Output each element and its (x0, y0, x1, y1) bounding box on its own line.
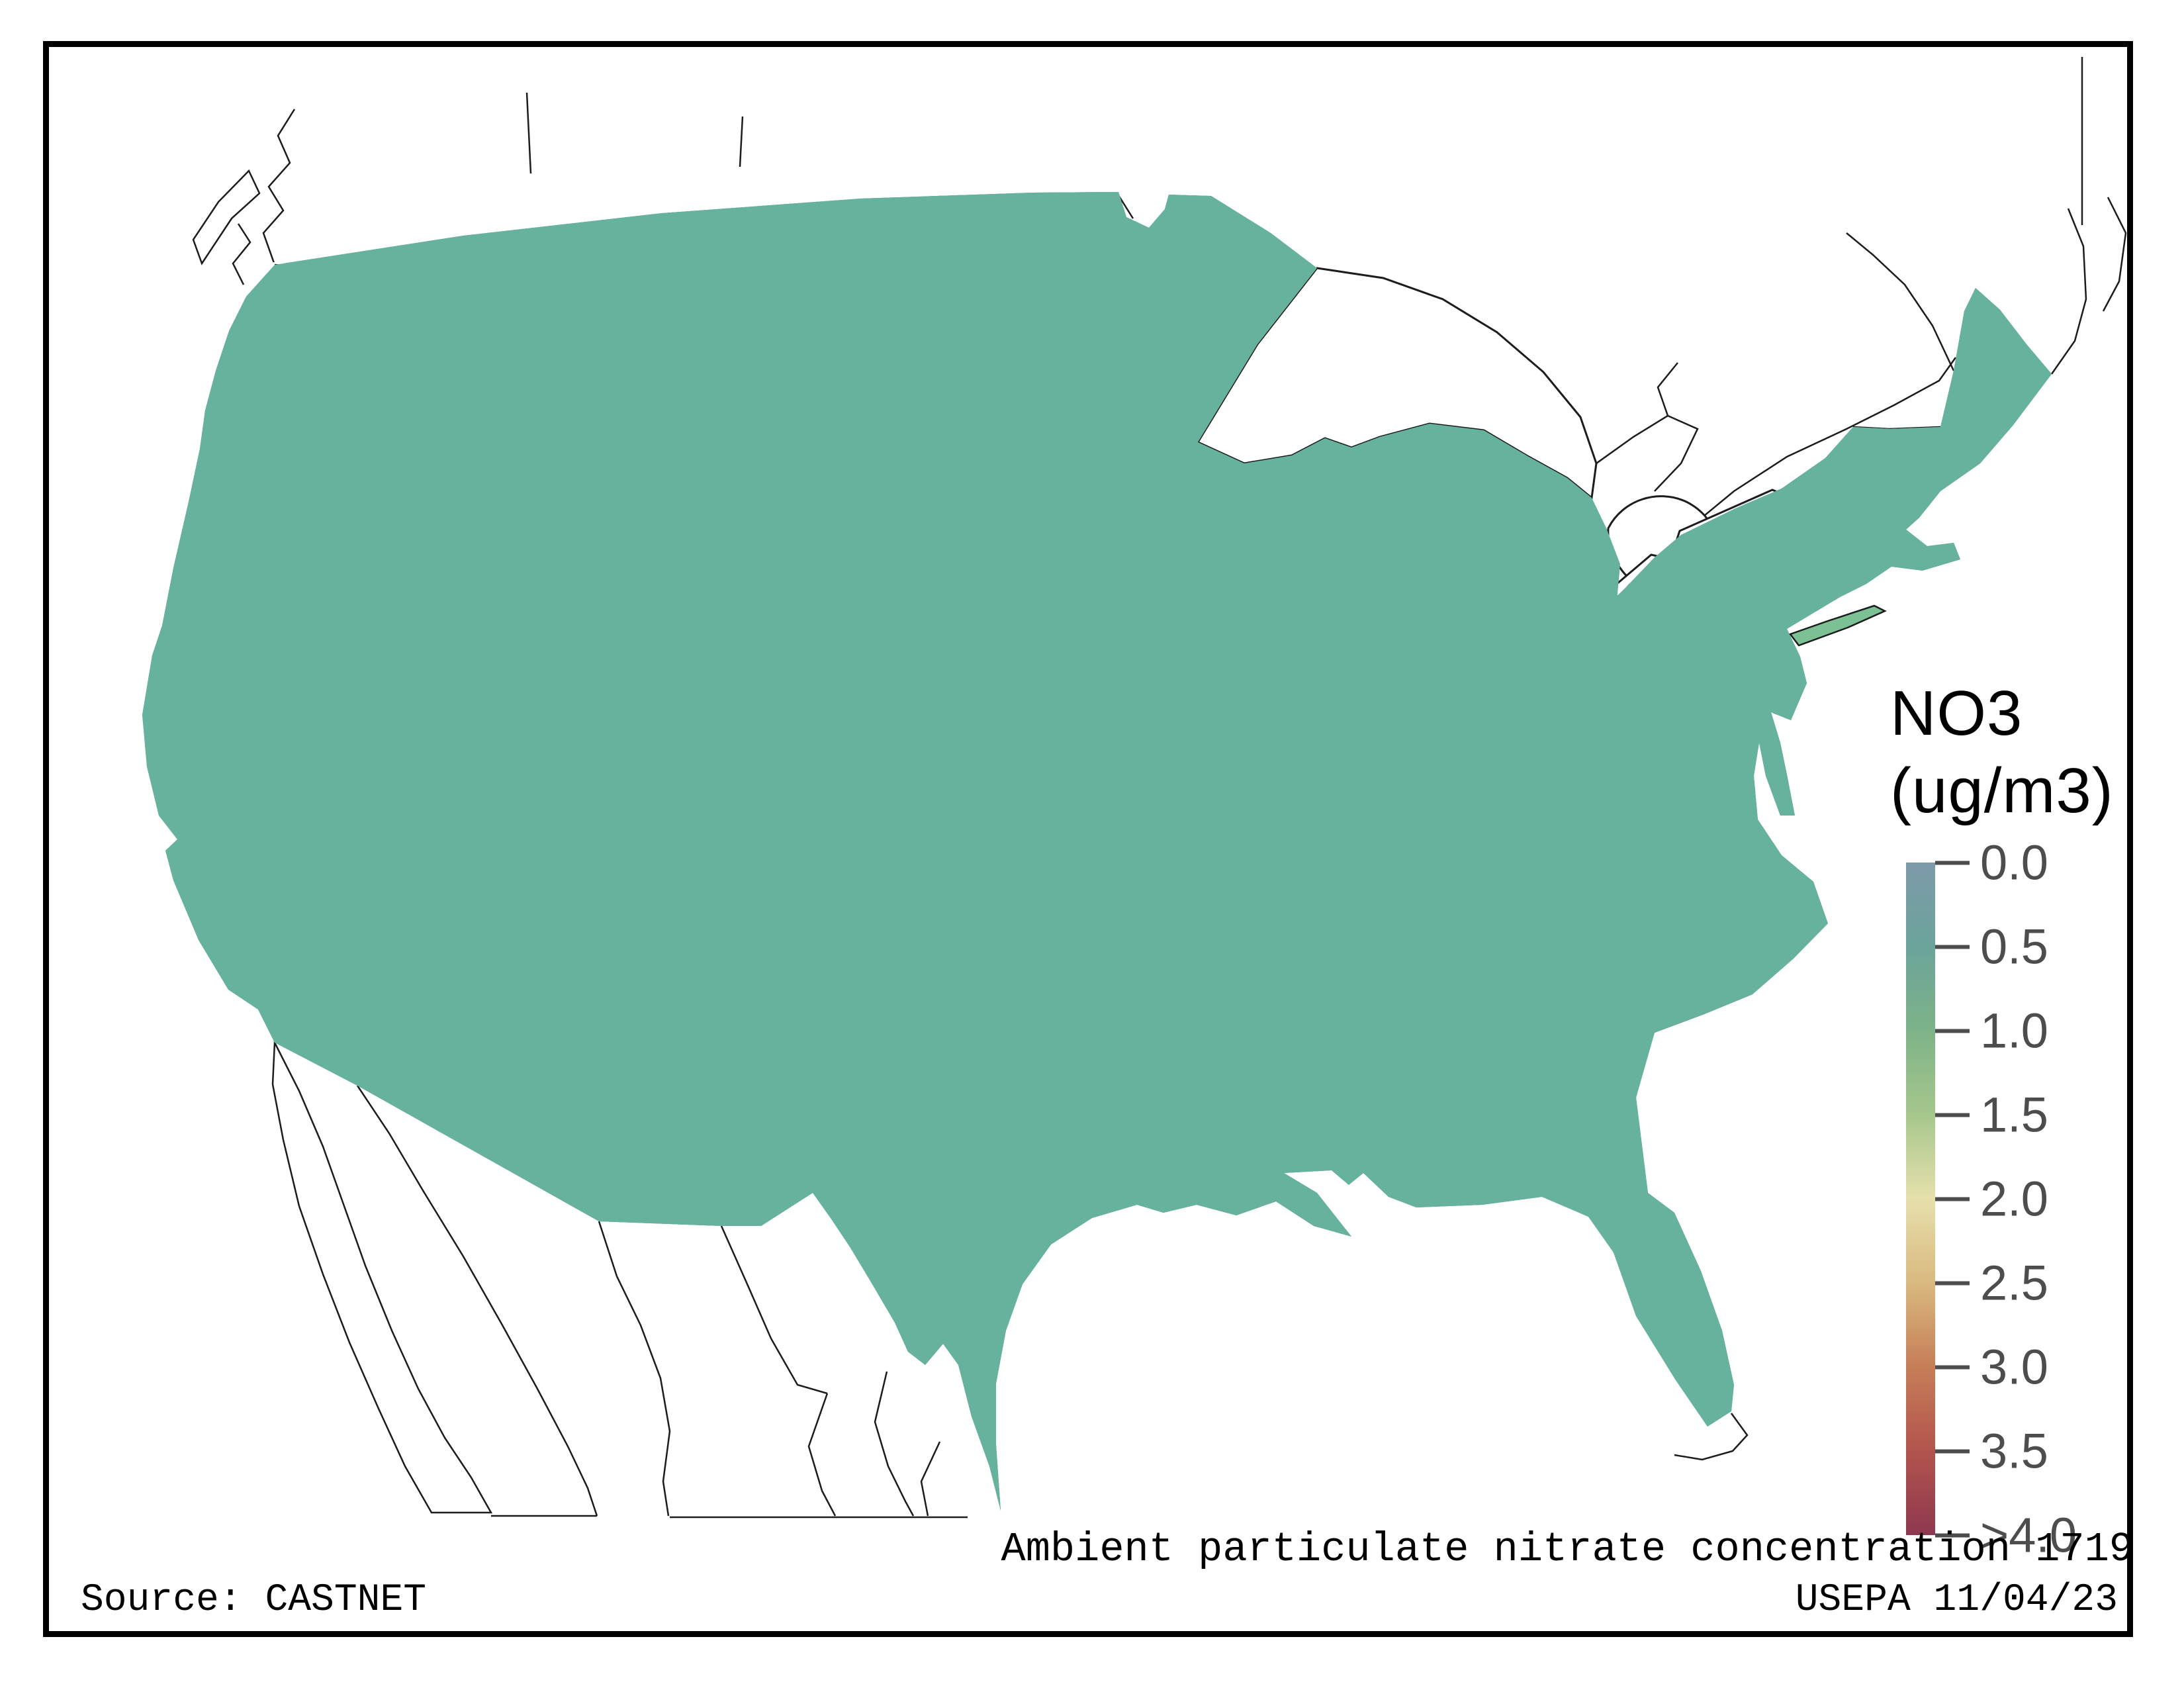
long-island (1788, 604, 1887, 647)
florida-keys-outline (1674, 1413, 1749, 1461)
tick-label: 0.0 (1980, 835, 2048, 890)
legend-tick: 2.0 (1935, 1171, 2048, 1227)
source-label: Source: CASTNET (81, 1579, 427, 1622)
legend-colorbar (1906, 863, 1935, 1535)
tick-mark (1935, 945, 1970, 949)
tick-label: >4.0 (1980, 1507, 2077, 1563)
legend-tick: 3.0 (1935, 1339, 2048, 1395)
tick-mark (1935, 1029, 1970, 1033)
tick-label: 2.5 (1980, 1255, 2048, 1311)
agency-date-label: USEPA 11/04/23 (1795, 1579, 2118, 1622)
us-border (141, 191, 2053, 1512)
legend-tick: 0.5 (1935, 919, 2048, 975)
legend-tick: 1.5 (1935, 1087, 2048, 1143)
tick-mark (1935, 1449, 1970, 1453)
tick-mark (1935, 1365, 1970, 1369)
legend-ticks: 0.0 0.5 1.0 1.5 2.0 2.5 3.0 3.5 >4.0 (1935, 835, 2127, 1563)
legend-title: NO3 (ug/m3) (1890, 675, 2114, 829)
legend-tick: 0.0 (1935, 835, 2048, 891)
legend-tick: 2.5 (1935, 1255, 2048, 1311)
map-frame: NO3 (ug/m3) 0.0 0.5 1.0 1.5 2.0 2.5 3.0 … (43, 41, 2133, 1637)
legend-tick: >4.0 (1935, 1507, 2077, 1564)
tick-mark (1935, 861, 1970, 865)
us-choropleth-map (141, 57, 2127, 1519)
tick-label: 1.5 (1980, 1087, 2048, 1143)
tick-mark (1935, 1281, 1970, 1285)
tick-label: 0.5 (1980, 919, 2048, 974)
legend-units: (ug/m3) (1890, 755, 2114, 827)
legend-tick: 3.5 (1935, 1423, 2048, 1479)
tick-mark (1935, 1197, 1970, 1201)
tick-label: 1.0 (1980, 1003, 2048, 1058)
tick-label: 2.0 (1980, 1171, 2048, 1227)
legend-variable: NO3 (1890, 678, 2023, 749)
mexico-outline (271, 1039, 968, 1519)
tick-mark (1935, 1533, 1970, 1537)
tick-label: 3.0 (1980, 1339, 2048, 1395)
map-caption: Ambient particulate nitrate concentratio… (1001, 1526, 2133, 1573)
tick-label: 3.5 (1980, 1423, 2048, 1479)
legend-tick: 1.0 (1935, 1003, 2048, 1059)
tick-mark (1935, 1113, 1970, 1117)
